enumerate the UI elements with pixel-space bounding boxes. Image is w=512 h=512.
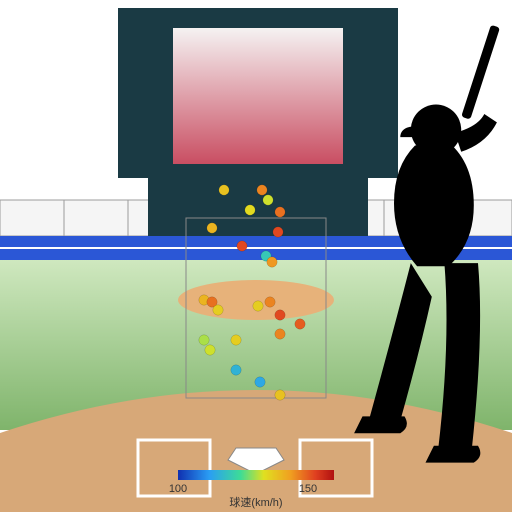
colorbar-tick-label: 150 [299,483,317,495]
pitch-point [275,207,285,217]
colorbar-title: 球速(km/h) [229,495,282,509]
pitch-point [231,365,241,375]
pitch-location-chart: 100 150 球速(km/h) [0,0,512,512]
pitch-point [253,301,263,311]
pitch-point [245,205,255,215]
pitch-point [237,241,247,251]
pitch-point [275,310,285,320]
colorbar-tick-label: 100 [169,483,187,495]
pitch-point [275,390,285,400]
pitch-point [255,377,265,387]
pitch-point [265,297,275,307]
pitch-point [263,195,273,205]
pitch-point [267,257,277,267]
pitch-point [257,185,267,195]
pitch-point [213,305,223,315]
pitch-point [207,223,217,233]
pitch-point [275,329,285,339]
pitch-point [273,227,283,237]
pitch-point [205,345,215,355]
pitch-point [199,335,209,345]
pitch-point [219,185,229,195]
pitch-point [231,335,241,345]
colorbar [178,470,334,480]
pitch-point [295,319,305,329]
scoreboard-screen [173,28,343,164]
